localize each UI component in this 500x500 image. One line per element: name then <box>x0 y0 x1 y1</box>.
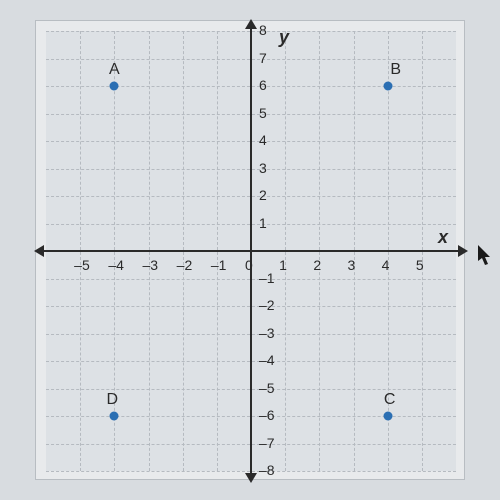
y-tick-label: –7 <box>259 435 275 451</box>
x-tick-label: 0 <box>245 257 253 273</box>
y-axis-arrow-down <box>245 473 257 483</box>
x-axis-label: x <box>438 227 448 248</box>
x-tick-label: –1 <box>211 257 227 273</box>
x-axis-arrow-left <box>34 245 44 257</box>
point-label-a: A <box>109 61 120 79</box>
x-tick-label: 2 <box>313 257 321 273</box>
x-tick-label: 1 <box>279 257 287 273</box>
y-tick-label: –8 <box>259 462 275 478</box>
point-a <box>110 82 119 91</box>
y-axis <box>250 21 252 481</box>
y-tick-label: –5 <box>259 380 275 396</box>
point-c <box>383 412 392 421</box>
y-tick-label: 4 <box>259 132 267 148</box>
plot-area: –5–4–3–2–1012345–8–7–6–5–4–3–2–112345678… <box>46 31 456 471</box>
x-tick-label: 5 <box>416 257 424 273</box>
point-label-b: B <box>390 61 401 79</box>
y-tick-label: 2 <box>259 187 267 203</box>
y-tick-label: –4 <box>259 352 275 368</box>
x-tick-label: 3 <box>348 257 356 273</box>
x-tick-label: –5 <box>74 257 90 273</box>
y-axis-label: y <box>279 27 289 48</box>
y-tick-label: 1 <box>259 215 267 231</box>
coordinate-plane: –5–4–3–2–1012345–8–7–6–5–4–3–2–112345678… <box>35 20 465 480</box>
y-tick-label: 8 <box>259 22 267 38</box>
y-tick-label: 6 <box>259 77 267 93</box>
x-tick-label: –3 <box>143 257 159 273</box>
y-tick-label: 3 <box>259 160 267 176</box>
y-tick-label: –6 <box>259 407 275 423</box>
y-tick-label: 7 <box>259 50 267 66</box>
point-label-c: C <box>384 391 396 409</box>
point-b <box>383 82 392 91</box>
y-tick-label: –1 <box>259 270 275 286</box>
y-axis-arrow-up <box>245 19 257 29</box>
x-tick-label: 4 <box>382 257 390 273</box>
y-tick-label: 5 <box>259 105 267 121</box>
y-tick-label: –2 <box>259 297 275 313</box>
point-d <box>110 412 119 421</box>
y-tick-label: –3 <box>259 325 275 341</box>
x-tick-label: –4 <box>108 257 124 273</box>
point-label-d: D <box>107 391 119 409</box>
x-axis-arrow-right <box>458 245 468 257</box>
x-tick-label: –2 <box>177 257 193 273</box>
